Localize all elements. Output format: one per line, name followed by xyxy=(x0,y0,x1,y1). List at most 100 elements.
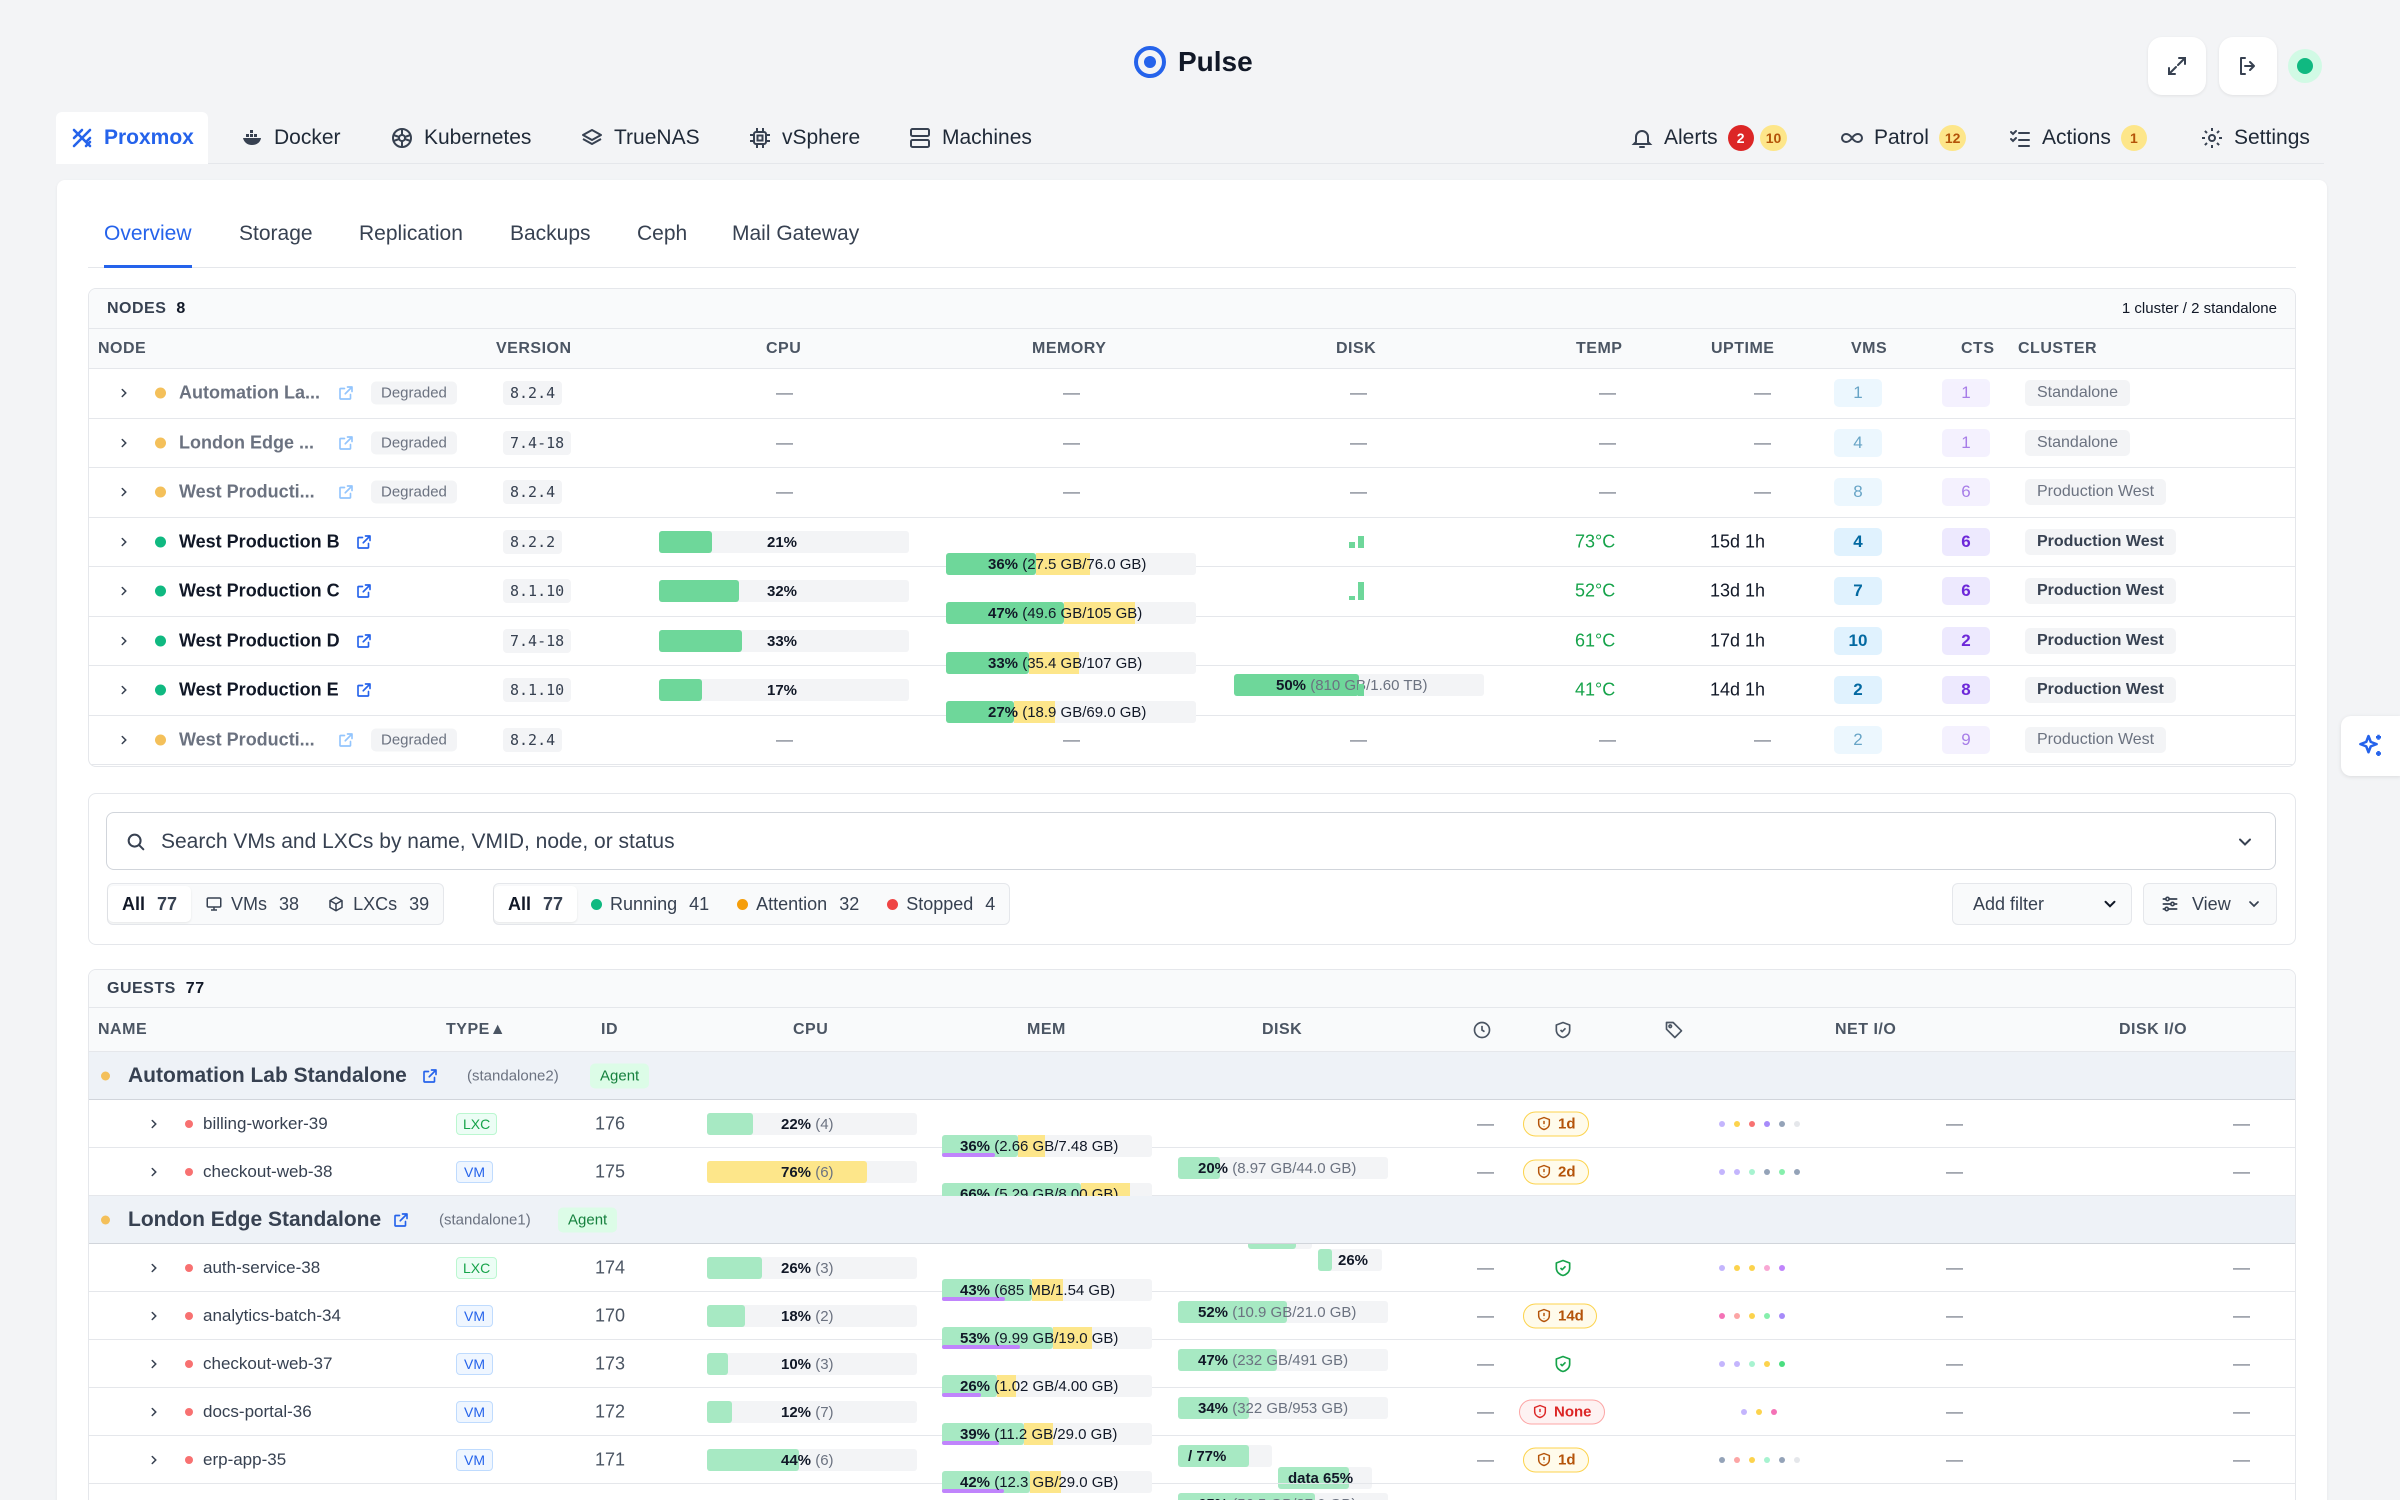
node-cts-count[interactable]: 1 xyxy=(1942,379,1990,408)
expand-row-button[interactable] xyxy=(117,733,131,747)
guest-name[interactable]: billing-worker-39 xyxy=(203,1113,328,1133)
node-vms-count[interactable]: 8 xyxy=(1834,478,1882,507)
node-name[interactable]: London Edge ... xyxy=(179,432,314,453)
backup-age-badge[interactable]: None xyxy=(1519,1399,1605,1424)
subtab-ceph[interactable]: Ceph xyxy=(637,222,688,245)
backup-age-badge[interactable]: 2d xyxy=(1523,1159,1589,1184)
node-vms-count[interactable]: 2 xyxy=(1834,725,1882,754)
subtab-storage[interactable]: Storage xyxy=(239,222,313,245)
guest-tags[interactable] xyxy=(1741,1408,1777,1415)
guest-name[interactable]: docs-portal-36 xyxy=(203,1401,312,1421)
col-temp[interactable]: TEMP xyxy=(1576,340,1623,357)
backup-age-badge[interactable]: 14d xyxy=(1523,1303,1597,1328)
group-link[interactable] xyxy=(392,1211,410,1229)
filter-all-status[interactable]: All 77 xyxy=(494,886,578,922)
node-name[interactable]: West Production B xyxy=(179,531,340,552)
node-link[interactable] xyxy=(337,731,355,749)
tab-vsphere[interactable]: vSphere xyxy=(734,112,874,164)
logout-button[interactable] xyxy=(2219,37,2277,95)
guest-name[interactable]: checkout-web-38 xyxy=(203,1161,333,1181)
filter-attention[interactable]: Attention 32 xyxy=(723,886,873,922)
col-disk-io[interactable]: DISK I/O xyxy=(2119,1021,2188,1038)
backup-age-badge[interactable]: 1d xyxy=(1523,1111,1589,1136)
view-menu-button[interactable]: View xyxy=(2143,883,2277,925)
expand-row-button[interactable] xyxy=(117,683,131,697)
filter-all-types[interactable]: All 77 xyxy=(108,886,192,922)
col-cluster[interactable]: CLUSTER xyxy=(2018,340,2098,357)
node-vms-count[interactable]: 4 xyxy=(1834,428,1882,457)
guest-row[interactable]: checkout-web-37 VM 173 10% (3) 26% (1.02 GB/… xyxy=(89,1340,2295,1419)
subtab-overview[interactable]: Overview xyxy=(104,222,192,268)
external-link-icon[interactable] xyxy=(355,582,373,600)
guest-tags[interactable] xyxy=(1719,1360,1785,1367)
node-vms-count[interactable]: 4 xyxy=(1834,527,1882,556)
chevron-right-icon[interactable] xyxy=(147,1309,161,1323)
actions-button[interactable]: Actions 1 xyxy=(1994,112,2161,164)
node-name[interactable]: West Production D xyxy=(179,630,340,651)
node-cts-count[interactable]: 6 xyxy=(1942,478,1990,507)
guest-name[interactable]: checkout-web-37 xyxy=(203,1353,333,1373)
node-cts-count[interactable]: 9 xyxy=(1942,725,1990,754)
chevron-right-icon[interactable] xyxy=(117,386,131,400)
chevron-right-icon[interactable] xyxy=(117,683,131,697)
chevron-right-icon[interactable] xyxy=(147,1405,161,1419)
tab-machines[interactable]: Machines xyxy=(894,112,1046,164)
expand-row-button[interactable] xyxy=(147,1165,161,1179)
node-link[interactable] xyxy=(337,384,355,402)
chevron-right-icon[interactable] xyxy=(147,1165,161,1179)
node-row[interactable]: Automation La... Degraded 8.2.4 — — — — — 1 1 Stan… xyxy=(89,369,2295,419)
backup-age-badge[interactable]: 1d xyxy=(1523,1447,1589,1472)
col-cpu[interactable]: CPU xyxy=(766,340,802,357)
guest-name[interactable]: analytics-batch-34 xyxy=(203,1305,341,1325)
expand-row-button[interactable] xyxy=(117,485,131,499)
guest-tags[interactable] xyxy=(1719,1264,1785,1271)
col-name[interactable]: NAME xyxy=(98,1021,148,1038)
filter-running[interactable]: Running 41 xyxy=(577,886,723,922)
col-vms[interactable]: VMS xyxy=(1851,340,1888,357)
chevron-right-icon[interactable] xyxy=(147,1117,161,1131)
tab-proxmox[interactable]: Proxmox xyxy=(56,112,208,164)
guest-row[interactable]: checkout-web-38 VM 175 76% (6) 66% (5.29 GB/… xyxy=(89,1148,2295,1271)
expand-row-button[interactable] xyxy=(117,584,131,598)
search-input[interactable]: Search VMs and LXCs by name, VMID, node,… xyxy=(106,812,2276,870)
filter-lxcs[interactable]: LXCs 39 xyxy=(313,886,443,922)
guest-row[interactable]: auth-service-38 LXC 174 26% (3) 43% (685 MB/… xyxy=(89,1244,2295,1323)
external-link-icon[interactable] xyxy=(355,632,373,650)
chevron-down-icon[interactable] xyxy=(2235,832,2255,852)
subtab-replication[interactable]: Replication xyxy=(359,222,463,245)
group-name[interactable]: Automation Lab Standalone xyxy=(128,1063,407,1087)
chevron-right-icon[interactable] xyxy=(117,485,131,499)
node-vms-count[interactable]: 10 xyxy=(1834,626,1882,655)
filter-vms[interactable]: VMs 38 xyxy=(191,886,313,922)
node-name[interactable]: West Producti... xyxy=(179,481,315,502)
subtab-mail-gateway[interactable]: Mail Gateway xyxy=(732,222,860,245)
guest-row[interactable]: billing-worker-39 LXC 176 22% (4) 36% (2.66 … xyxy=(89,1100,2295,1179)
col-node[interactable]: NODE xyxy=(98,340,147,357)
node-cts-count[interactable]: 6 xyxy=(1942,527,1990,556)
node-vms-count[interactable]: 7 xyxy=(1834,577,1882,606)
guest-row[interactable]: docs-portal-36 VM 172 12% (7) 39% (11.2 GB/2… xyxy=(89,1388,2295,1489)
node-cts-count[interactable]: 6 xyxy=(1942,577,1990,606)
chevron-right-icon[interactable] xyxy=(117,584,131,598)
expand-row-button[interactable] xyxy=(147,1357,161,1371)
settings-button[interactable]: Settings xyxy=(2186,112,2324,164)
ai-assistant-button[interactable] xyxy=(2341,716,2400,776)
filter-stopped[interactable]: Stopped 4 xyxy=(873,886,1009,922)
chevron-right-icon[interactable] xyxy=(117,436,131,450)
chevron-right-icon[interactable] xyxy=(117,535,131,549)
node-name[interactable]: West Producti... xyxy=(179,729,315,750)
col-id[interactable]: ID xyxy=(601,1021,618,1038)
expand-row-button[interactable] xyxy=(147,1117,161,1131)
node-link[interactable] xyxy=(355,632,373,650)
app-brand[interactable]: Pulse xyxy=(1134,46,1253,78)
node-name[interactable]: West Production E xyxy=(179,679,339,700)
subtab-backups[interactable]: Backups xyxy=(510,222,591,245)
col-uptime-clock[interactable] xyxy=(1472,1020,1492,1040)
external-link-icon[interactable] xyxy=(355,681,373,699)
col-disk[interactable]: DISK xyxy=(1336,340,1377,357)
node-row[interactable]: West Producti... Degraded 8.2.4 — — — — — 8 6 Prod… xyxy=(89,468,2295,518)
guest-name[interactable]: erp-app-35 xyxy=(203,1449,287,1469)
col-net-io[interactable]: NET I/O xyxy=(1835,1021,1897,1038)
node-cts-count[interactable]: 1 xyxy=(1942,428,1990,457)
chevron-right-icon[interactable] xyxy=(147,1453,161,1467)
